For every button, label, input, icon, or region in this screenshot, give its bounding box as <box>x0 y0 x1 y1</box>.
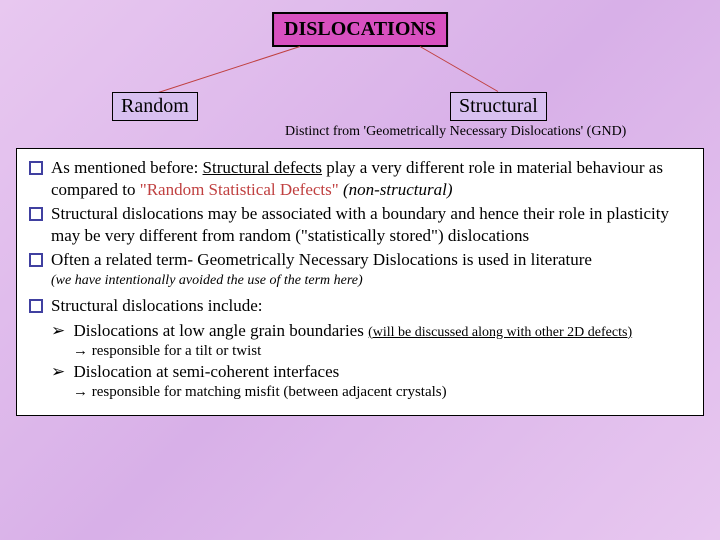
sub-item-1: ➢ Dislocations at low angle grain bounda… <box>51 320 691 342</box>
bullet-1: As mentioned before: Structural defects … <box>29 157 691 201</box>
bullet-2-text: Structural dislocations may be associate… <box>51 203 691 247</box>
bullet-marker-icon <box>29 161 43 175</box>
bullet-marker-icon <box>29 299 43 313</box>
random-label: Random <box>121 95 189 117</box>
triangle-marker-icon: ➢ <box>51 362 65 381</box>
s2-text: Dislocation at semi-coherent interfaces <box>74 362 340 381</box>
bullet-3: Often a related term- Geometrically Nece… <box>29 249 691 271</box>
bullet-4: Structural dislocations include: <box>29 295 691 317</box>
bullet-marker-icon <box>29 207 43 221</box>
bullet-4-text: Structural dislocations include: <box>51 295 691 317</box>
structural-label: Structural <box>459 95 538 117</box>
triangle-marker-icon: ➢ <box>51 321 65 340</box>
title-text: DISLOCATIONS <box>284 18 436 40</box>
b1-ital: (non-structural) <box>339 180 453 199</box>
random-branch-box: Random <box>112 92 198 121</box>
branch-line-right <box>420 46 498 92</box>
bullet-2: Structural dislocations may be associate… <box>29 203 691 247</box>
b1-quote: "Random Statistical Defects" <box>140 180 339 199</box>
sub-item-2: ➢ Dislocation at semi-coherent interface… <box>51 361 691 383</box>
structural-branch-box: Structural <box>450 92 547 121</box>
b1-pre: As mentioned before: <box>51 158 203 177</box>
s1-pre: Dislocations at low angle grain boundari… <box>74 321 369 340</box>
content-box: As mentioned before: Structural defects … <box>16 148 704 416</box>
sub-item-2-arrow: → responsible for matching misfit (betwe… <box>73 383 691 403</box>
subtitle-text: Distinct from 'Geometrically Necessary D… <box>285 124 626 140</box>
bullet-3-note: (we have intentionally avoided the use o… <box>51 273 691 289</box>
s1-link: (will be discussed along with other 2D d… <box>368 325 632 340</box>
bullet-marker-icon <box>29 253 43 267</box>
bullet-1-text: As mentioned before: Structural defects … <box>51 157 691 201</box>
bullet-3-text: Often a related term- Geometrically Nece… <box>51 249 691 271</box>
title-box: DISLOCATIONS <box>272 12 448 47</box>
b1-mid: Structural defects <box>203 158 322 177</box>
sub-item-1-arrow: → responsible for a tilt or twist <box>73 342 691 362</box>
